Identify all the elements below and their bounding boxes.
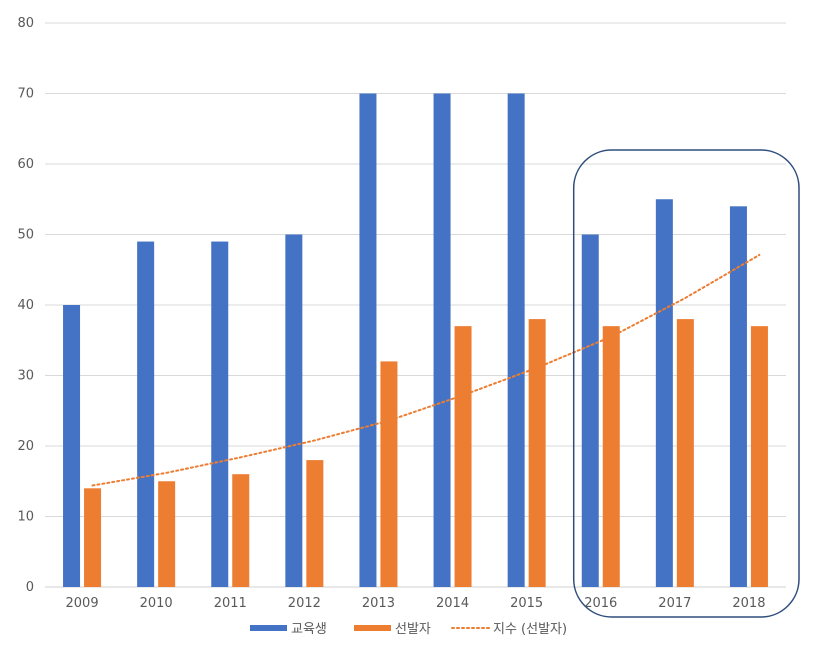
bar-series1 [359, 93, 377, 587]
y-tick-label: 20 [17, 439, 34, 454]
gridlines [45, 22, 786, 588]
bar-series2 [602, 326, 620, 587]
bar-series2 [232, 474, 250, 587]
bar-series2 [84, 488, 102, 587]
bar-series2 [380, 361, 398, 587]
bar-series1 [507, 93, 525, 587]
y-axis-ticks: 0 10 20 30 40 50 60 70 80 [17, 16, 34, 595]
bar-series2 [306, 460, 324, 587]
bar-series1 [729, 206, 747, 588]
y-tick-label: 0 [26, 580, 34, 595]
x-tick-label: 2013 [362, 596, 395, 611]
legend-swatch [354, 625, 391, 631]
bar-series1 [137, 241, 155, 588]
y-tick-label: 70 [17, 87, 34, 102]
x-tick-label: 2017 [658, 596, 691, 611]
bar-series2 [454, 326, 472, 587]
highlight-group [572, 149, 800, 618]
x-tick-label: 2016 [584, 596, 617, 611]
highlight-box [572, 149, 800, 618]
bar-series1 [285, 234, 303, 587]
y-tick-label: 60 [17, 157, 34, 172]
bar-series2 [528, 319, 546, 587]
y-tick-label: 30 [17, 369, 34, 384]
bar-series1 [63, 305, 81, 587]
y-tick-label: 10 [17, 510, 34, 525]
legend-label: 지수 (선발자) [493, 622, 567, 637]
y-tick-label: 50 [17, 228, 34, 243]
legend: 교육생 선발자 지수 (선발자) [250, 622, 567, 637]
trendline-path [91, 253, 761, 487]
bar-series1 [433, 93, 451, 587]
y-tick-label: 40 [17, 298, 34, 313]
bar-series2 [676, 319, 694, 587]
x-tick-label: 2009 [66, 596, 99, 611]
legend-label: 선발자 [395, 622, 431, 637]
x-tick-label: 2015 [510, 596, 543, 611]
bar-series1 [655, 199, 673, 587]
x-tick-label: 2011 [214, 596, 247, 611]
y-tick-label: 80 [17, 16, 34, 31]
bar-series2 [158, 481, 176, 587]
trendline [91, 253, 761, 487]
x-axis-ticks: 2009 2010 2011 2012 2013 2014 2015 2016 2017 2018 [66, 596, 766, 611]
x-tick-label: 2012 [288, 596, 321, 611]
bar-series1 [211, 241, 229, 588]
bar-series1 [581, 234, 599, 587]
x-tick-label: 2010 [140, 596, 173, 611]
legend-label: 교육생 [291, 622, 327, 637]
x-tick-label: 2018 [732, 596, 765, 611]
x-tick-label: 2014 [436, 596, 469, 611]
bar-series2 [750, 326, 768, 587]
legend-swatch [250, 625, 287, 631]
bars [63, 93, 768, 588]
